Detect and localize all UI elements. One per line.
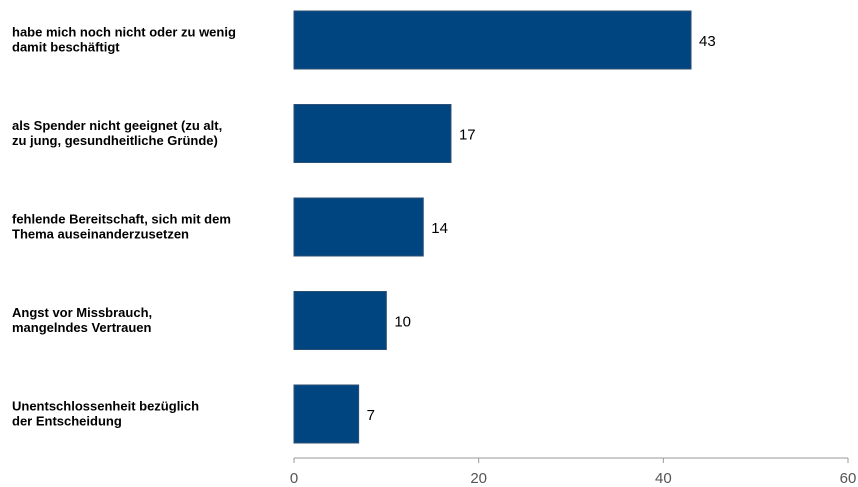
x-tick-label: 60 [840, 470, 857, 487]
bar [293, 10, 692, 70]
category-label: als Spender nicht geeignet (zu alt, [12, 118, 222, 133]
data-label: 43 [699, 33, 716, 50]
data-label: 17 [459, 127, 476, 144]
category-label: damit beschäftigt [12, 40, 120, 55]
category-label: Unentschlossenheit bezüglich [12, 399, 199, 414]
category-label: der Entscheidung [12, 414, 122, 429]
bar [293, 197, 424, 257]
category-label: mangelndes Vertrauen [12, 320, 151, 335]
bar [293, 384, 360, 444]
category-label: habe mich noch nicht oder zu wenig [12, 25, 236, 40]
category-label: Angst vor Missbrauch, [12, 305, 152, 320]
x-axis: 0 20 40 60 [290, 457, 857, 487]
bar [293, 291, 387, 350]
category-label: Thema auseinanderzusetzen [12, 227, 189, 242]
category-label: zu jung, gesundheitliche Gründe) [12, 133, 218, 148]
data-label: 14 [431, 220, 448, 237]
data-label: 10 [394, 314, 411, 331]
category-label: fehlende Bereitschaft, sich mit dem [12, 212, 231, 227]
x-tick-label: 0 [290, 470, 298, 487]
x-tick-label: 20 [470, 470, 487, 487]
bar [293, 104, 452, 163]
category-labels: habe mich noch nicht oder zu wenigdamit … [12, 25, 236, 429]
value-labels: 43 17 14 10 7 [367, 33, 716, 424]
bars-group [293, 10, 692, 444]
data-label: 7 [367, 407, 375, 424]
x-tick-label: 40 [655, 470, 672, 487]
